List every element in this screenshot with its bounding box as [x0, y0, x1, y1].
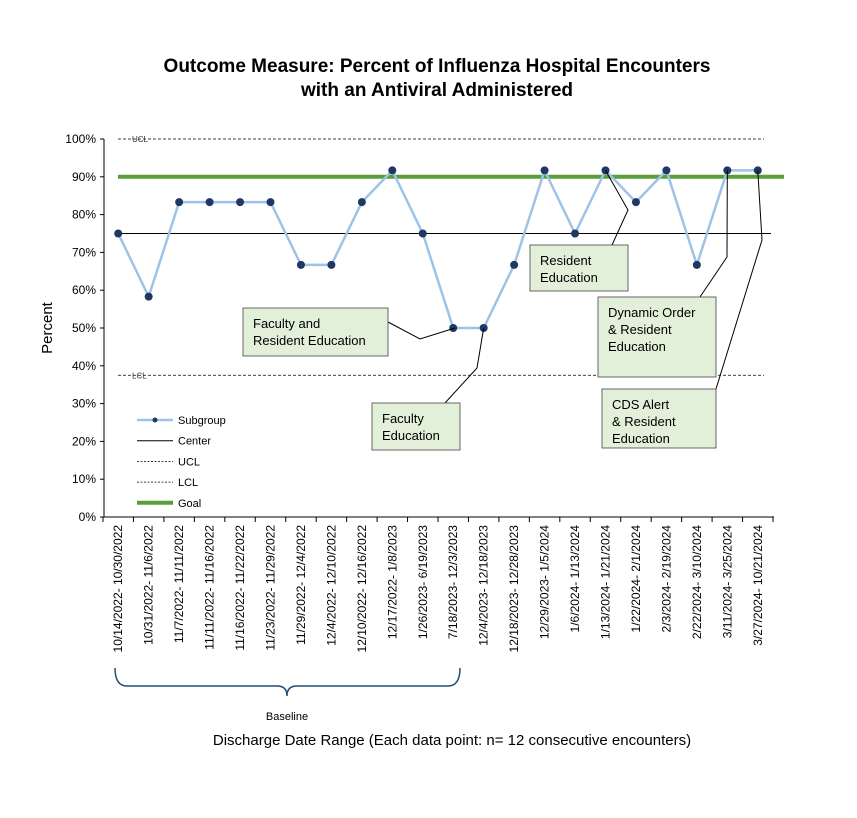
annotation-callout: Dynamic Order & Resident Education — [597, 170, 728, 378]
annotation-text: Education — [382, 428, 440, 443]
annotation-leader-line — [699, 170, 728, 298]
y-tick-label: 20% — [72, 434, 96, 448]
annotation-box — [529, 244, 629, 292]
annotation-text: Faculty and — [253, 316, 320, 331]
baseline-brace — [114, 667, 461, 697]
annotation-callout: CDS Alert & Resident Education — [601, 170, 763, 449]
chart-title-line-2: with an Antiviral Administered — [300, 80, 573, 101]
x-tick-label: 1/22/2024- 2/1/2024 — [629, 525, 643, 633]
x-tick-label: 12/18/2023- 12/28/2023 — [507, 525, 521, 653]
chart-title: Outcome Measure: Percent of Influenza Ho… — [164, 56, 711, 101]
annotation-text: Resident Education — [253, 333, 366, 348]
y-tick-label: 30% — [72, 397, 96, 411]
y-tick-label: 40% — [72, 359, 96, 373]
annotation-callout: Faculty and Resident Education — [242, 307, 456, 357]
x-tick-label: 12/10/2022- 12/16/2022 — [355, 525, 369, 653]
subgroup-point — [205, 198, 214, 207]
y-tick-label: 60% — [72, 283, 96, 297]
subgroup-point — [571, 229, 580, 238]
subgroup-point — [540, 166, 549, 175]
annotation-text: & Resident — [608, 322, 672, 337]
annotation-text: & Resident — [612, 414, 676, 429]
y-tick-label: 90% — [72, 170, 96, 184]
annotation-text: Education — [612, 431, 670, 446]
annotation-box — [371, 402, 461, 451]
x-tick-label: 12/4/2023- 12/18/2023 — [477, 525, 491, 646]
x-tick-label: 10/31/2022- 11/6/2022 — [142, 525, 156, 645]
annotation-leader-line — [715, 170, 763, 390]
legend-label: Subgroup — [178, 415, 226, 427]
baseline-label: Baseline — [266, 711, 308, 723]
annotation-leader-line — [387, 321, 456, 340]
annotation-leader-line — [444, 327, 485, 404]
subgroup-point — [662, 166, 671, 175]
x-tick-label: 1/13/2024- 1/21/2024 — [599, 525, 613, 639]
y-tick-label: 100% — [65, 132, 96, 146]
ucl-label: UCL — [132, 135, 149, 144]
subgroup-point — [418, 229, 427, 238]
x-tick-label: 3/11/2024- 3/25/2024 — [720, 525, 734, 639]
subgroup-point — [327, 260, 336, 269]
annotation-text: Resident — [540, 253, 592, 268]
y-tick-label: 0% — [79, 510, 97, 524]
chart-title-line-1: Outcome Measure: Percent of Influenza Ho… — [164, 56, 711, 77]
x-tick-label: 1/6/2024- 1/13/2024 — [568, 525, 582, 633]
x-tick-label: 3/27/2024- 10/21/2024 — [751, 525, 765, 646]
annotation-box — [597, 296, 717, 378]
x-tick-label: 11/29/2022- 12/4/2022 — [294, 525, 308, 645]
y-axis-label: Percent — [39, 301, 56, 354]
x-tick-label: 2/3/2024- 2/19/2024 — [659, 525, 673, 633]
y-tick-label: 70% — [72, 245, 96, 259]
legend-marker-subgroup — [152, 417, 158, 423]
subgroup-point — [631, 198, 640, 207]
x-tick-label: 12/29/2023- 1/5/2024 — [538, 525, 552, 639]
subgroup-point — [357, 198, 366, 207]
x-axis-label: Discharge Date Range (Each data point: n… — [213, 732, 691, 749]
subgroup-point — [449, 324, 458, 332]
annotation-text: Education — [608, 339, 666, 354]
annotation-callout: Resident Education — [529, 170, 629, 292]
legend-label: Center — [178, 436, 211, 448]
x-tick-label: 12/4/2022- 12/10/2022 — [324, 525, 338, 646]
x-tick-label: 11/16/2022- 11/22/2022 — [233, 525, 247, 651]
subgroup-point — [144, 292, 153, 301]
y-tick-label: 80% — [72, 208, 96, 222]
subgroup-point — [388, 166, 397, 175]
lcl-label: LCL — [132, 371, 147, 380]
legend: Subgroup Center UCL LCL Goal — [137, 415, 226, 510]
x-tick-label: 11/7/2022- 11/11/2022 — [172, 525, 186, 643]
annotation-callout: Faculty Education — [371, 327, 485, 451]
annotation-box — [601, 388, 717, 449]
annotation-text: Faculty — [382, 411, 424, 426]
y-tick-label: 10% — [72, 472, 96, 486]
plot-area: 0% 10% 20% 30% 40% 50% 60% 70% 80% 90% 100% 10/14/2… — [65, 132, 784, 723]
y-tick-label: 50% — [72, 321, 96, 335]
annotation-text: Dynamic Order — [608, 305, 696, 320]
subgroup-point — [266, 198, 275, 207]
subgroup-point — [692, 260, 701, 269]
x-tick-label: 11/23/2022- 11/29/2022 — [264, 525, 278, 651]
annotation-text: Education — [540, 270, 598, 285]
subgroup-point — [114, 229, 123, 238]
x-tick-label: 11/11/2022- 11/16/2022 — [203, 525, 217, 650]
x-tick-label: 12/17/2022- 1/8/2023 — [385, 525, 399, 639]
annotation-box — [242, 307, 389, 357]
legend-label: LCL — [178, 477, 198, 489]
subgroup-point — [296, 260, 305, 269]
legend-label: UCL — [178, 456, 200, 468]
annotation-leader-line — [605, 170, 629, 246]
legend-label: Goal — [178, 498, 201, 510]
x-tick-label: 2/22/2024- 3/10/2024 — [690, 525, 704, 639]
subgroup-point — [175, 198, 184, 207]
subgroup-point — [510, 260, 519, 269]
x-tick-label: 1/26/2023- 6/19/2023 — [416, 525, 430, 639]
annotation-text: CDS Alert — [612, 397, 669, 412]
subgroup-line — [117, 169, 758, 330]
x-tick-label: 10/14/2022- 10/30/2022 — [111, 525, 125, 653]
subgroup-point — [236, 198, 245, 207]
x-tick-label: 7/18/2023- 12/3/2023 — [446, 525, 460, 639]
